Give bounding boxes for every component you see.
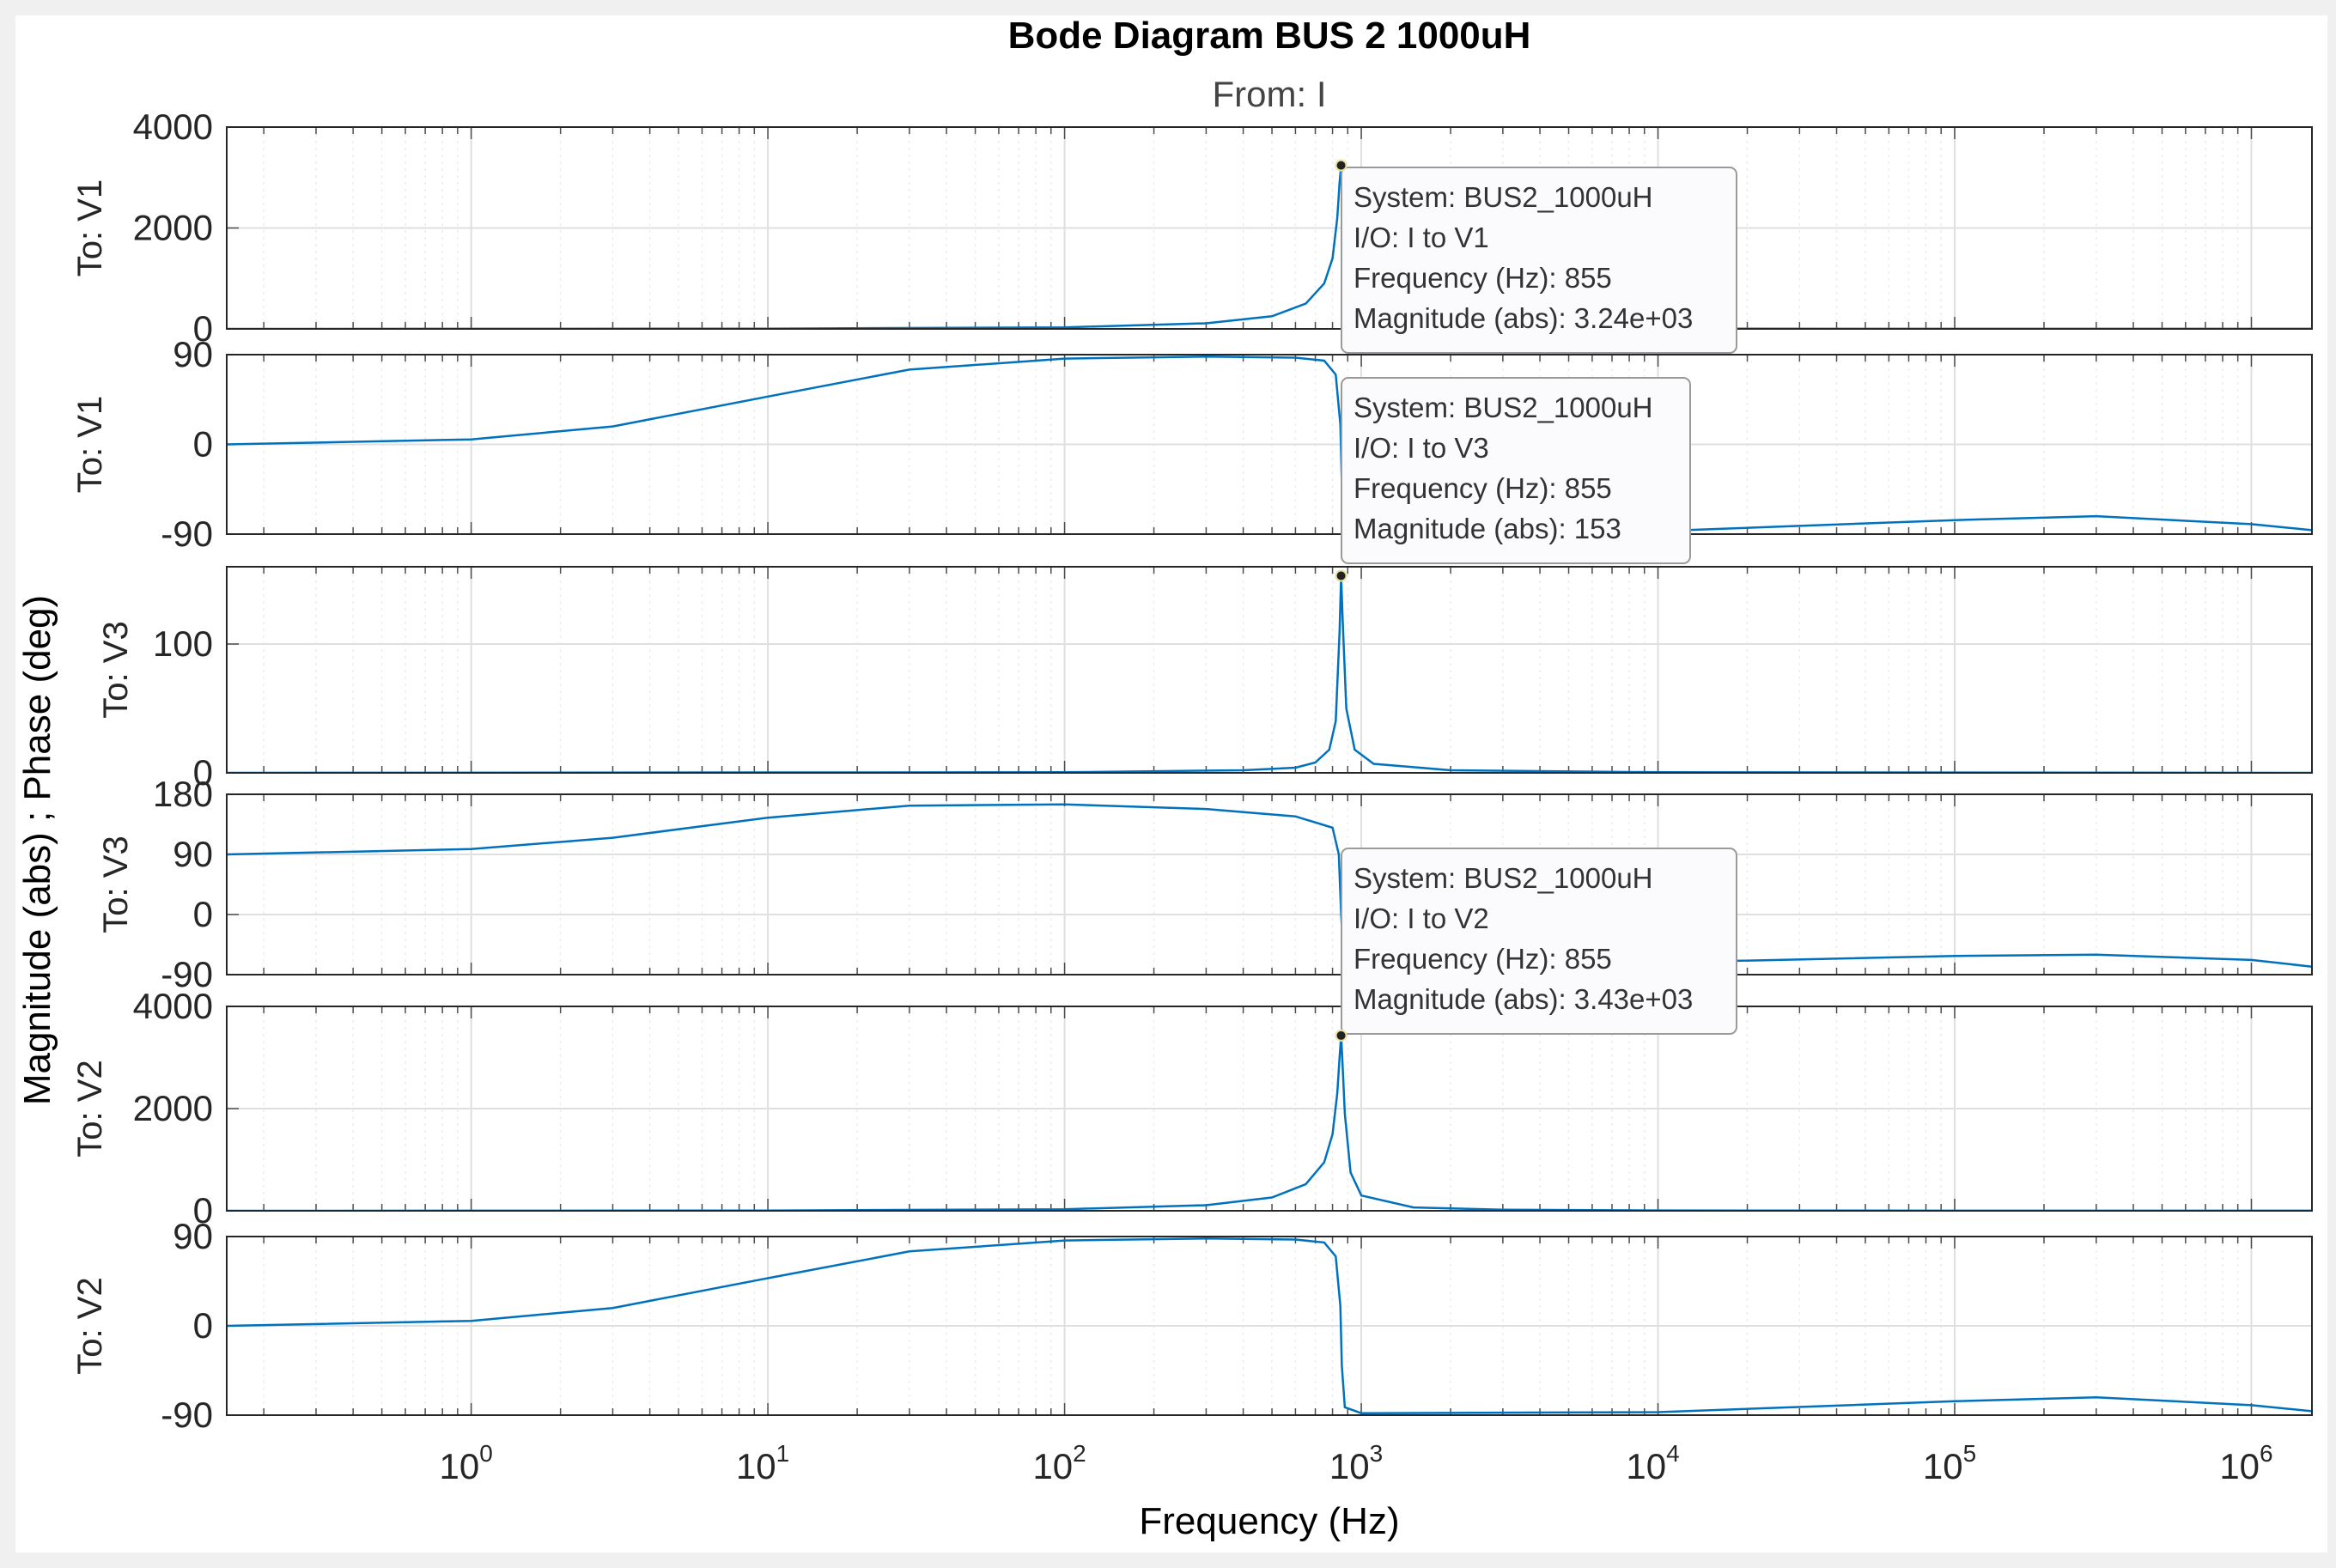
response-line (227, 575, 2312, 773)
x-tick-label: 102 (1032, 1440, 1086, 1486)
y-tick-label: 0 (193, 752, 213, 793)
datatip-line: Frequency (Hz): 855 (1354, 472, 1612, 504)
response-line (227, 356, 2312, 533)
panel-frame (226, 1236, 2313, 1416)
datatip-box (1341, 377, 1691, 564)
datatip-line: System: BUS2_1000uH (1354, 392, 1653, 423)
x-tick-label: 100 (439, 1440, 492, 1486)
x-tick-label: 103 (1329, 1440, 1383, 1486)
datatip-2[interactable]: System: BUS2_1000uH I/O: I to V3 Frequency… (1335, 377, 1691, 582)
datatip-1[interactable]: System: BUS2_1000uH I/O: I to V1 Frequency… (1335, 159, 1737, 354)
row-label: To: V3 (97, 621, 135, 718)
datatip-marker[interactable] (1335, 159, 1347, 172)
y-tick-label: 180 (153, 774, 213, 814)
y-tick-label: -90 (161, 514, 213, 554)
datatip-line: System: BUS2_1000uH (1354, 181, 1653, 213)
datatip-line: Frequency (Hz): 855 (1354, 262, 1612, 294)
panel-frame (226, 1006, 2313, 1212)
y-tick-label: 0 (193, 1305, 213, 1346)
datatip-line: Frequency (Hz): 855 (1354, 943, 1612, 975)
y-tick-label: 90 (173, 834, 213, 874)
panel-plot-area (227, 794, 2312, 975)
x-tick-label: 104 (1626, 1440, 1679, 1486)
panel-3: 0 100 To: V3 (97, 566, 2313, 793)
panel-frame (226, 566, 2313, 774)
x-axis-label: Frequency (Hz) (1139, 1500, 1399, 1542)
response-line (227, 1237, 2312, 1414)
panel-frame (226, 126, 2313, 330)
x-tick-label: 106 (2219, 1440, 2272, 1486)
y-tick-label: 90 (173, 334, 213, 374)
datatip-marker[interactable] (1335, 569, 1347, 582)
y-tick-label: 90 (173, 1216, 213, 1256)
x-tick-label: 105 (1923, 1440, 1976, 1486)
datatip-line: Magnitude (abs): 3.43e+03 (1354, 983, 1693, 1015)
panel-1: 0 2000 4000 To: V1 (71, 106, 2313, 349)
row-label: To: V1 (71, 396, 109, 493)
x-tick-label: 101 (736, 1440, 789, 1486)
datatip-line: System: BUS2_1000uH (1354, 862, 1653, 894)
panel-4: -90 0 90 180 To: V3 (97, 774, 2313, 994)
datatips: System: BUS2_1000uH I/O: I to V1 Frequency… (1335, 159, 1737, 1042)
datatip-line: I/O: I to V2 (1354, 903, 1489, 934)
datatip-marker[interactable] (1335, 1029, 1347, 1042)
row-label: To: V3 (97, 836, 135, 933)
datatip-box (1341, 848, 1737, 1035)
panel-6: -90 0 90 To: V2 (71, 1216, 2313, 1435)
row-label: To: V2 (71, 1060, 109, 1157)
row-label: To: V1 (71, 179, 109, 277)
panel-5: 0 2000 4000 To: V2 (71, 986, 2313, 1231)
y-tick-label: -90 (161, 1395, 213, 1435)
y-tick-label: 4000 (133, 106, 213, 147)
panel-plot-area (227, 567, 2312, 773)
y-axis-label: Magnitude (abs) ; Phase (deg) (16, 595, 58, 1105)
datatip-line: Magnitude (abs): 153 (1354, 513, 1621, 544)
y-tick-label: 0 (193, 424, 213, 465)
chart-title: Bode Diagram BUS 2 1000uH (1008, 15, 1531, 57)
panel-frame (226, 793, 2313, 975)
response-line (227, 803, 2312, 968)
y-tick-label: 0 (193, 308, 213, 349)
panel-2: -90 0 90 To: V1 (71, 334, 2313, 554)
y-tick-label: -90 (161, 954, 213, 994)
datatip-box (1341, 167, 1737, 354)
panel-frame (226, 354, 2313, 535)
y-tick-label: 100 (153, 623, 213, 664)
y-tick-label: 0 (193, 1190, 213, 1231)
y-tick-label: 2000 (133, 208, 213, 248)
row-label: To: V2 (71, 1277, 109, 1374)
datatip-line: I/O: I to V3 (1354, 432, 1489, 464)
y-tick-label: 2000 (133, 1088, 213, 1128)
datatip-3[interactable]: System: BUS2_1000uH I/O: I to V2 Frequency… (1335, 848, 1737, 1042)
y-tick-label: 0 (193, 894, 213, 934)
datatip-line: I/O: I to V1 (1354, 222, 1489, 253)
response-line (227, 1035, 2312, 1211)
y-tick-label: 4000 (133, 986, 213, 1026)
datatip-line: Magnitude (abs): 3.24e+03 (1354, 302, 1693, 334)
x-tick-labels: 100 101 102 103 104 105 106 (439, 1440, 2272, 1486)
chart-subtitle: From: I (1213, 74, 1327, 114)
